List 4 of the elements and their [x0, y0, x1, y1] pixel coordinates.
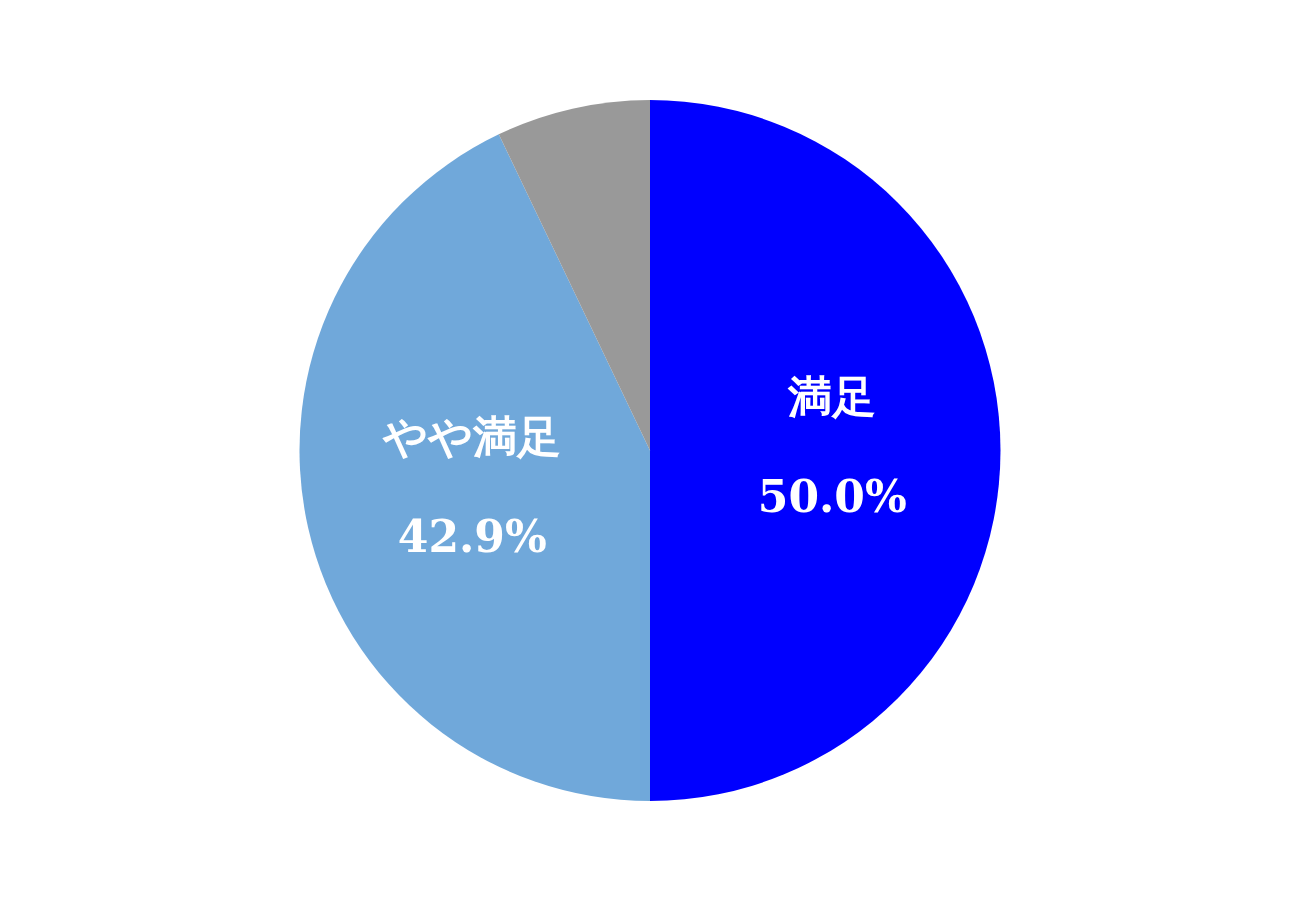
slice-label: 満足: [787, 370, 877, 422]
data-label: 42.9%: [397, 511, 547, 563]
slice-label: やや満足: [382, 411, 562, 463]
data-label: 50.0%: [757, 470, 907, 522]
